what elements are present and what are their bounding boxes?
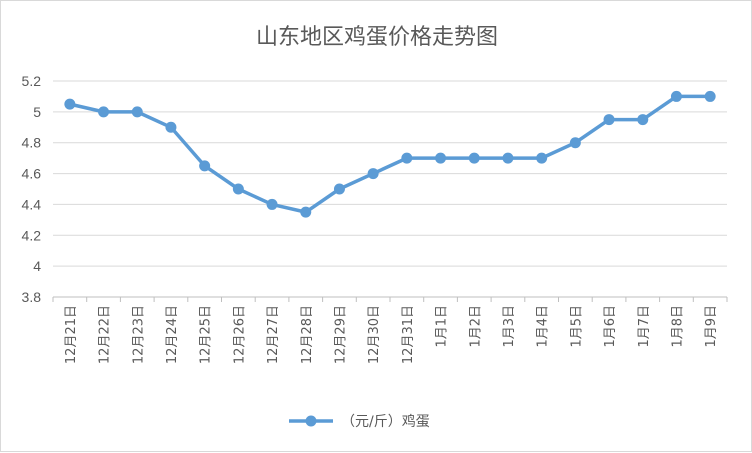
x-tick-label: 12月22日 bbox=[98, 305, 113, 364]
gridlines bbox=[53, 80, 727, 267]
data-point bbox=[64, 98, 76, 110]
x-tick-label: 12月30日 bbox=[367, 305, 382, 364]
series-line bbox=[69, 94, 711, 214]
data-point bbox=[536, 152, 548, 164]
y-tick-label: 4.8 bbox=[22, 135, 42, 151]
x-tick-label: 12月31日 bbox=[401, 305, 416, 364]
data-point bbox=[435, 152, 447, 164]
data-point bbox=[401, 152, 413, 164]
data-point bbox=[603, 114, 615, 126]
series-line-path bbox=[69, 94, 711, 214]
legend-label: （元/斤）鸡蛋 bbox=[341, 413, 430, 430]
x-tick-label: 1月8日 bbox=[670, 305, 685, 348]
x-tick-label: 12月27日 bbox=[266, 305, 281, 364]
y-axis-ticks: 3.8 4 4.2 4.4 4.6 4.8 5 5.2 bbox=[22, 73, 42, 305]
x-tick-label: 12月21日 bbox=[64, 305, 79, 364]
x-tick-label: 1月1日 bbox=[435, 305, 450, 348]
chart-title: 山东地区鸡蛋价格走势图 bbox=[256, 25, 498, 50]
x-tick-label: 1月6日 bbox=[603, 305, 618, 348]
data-point bbox=[232, 183, 244, 195]
data-point bbox=[165, 121, 177, 133]
x-tick-label: 12月26日 bbox=[232, 305, 247, 364]
x-tick-label: 1月3日 bbox=[502, 305, 517, 348]
data-point bbox=[266, 198, 278, 210]
y-tick-label: 4.4 bbox=[22, 196, 42, 212]
x-tick-label: 12月29日 bbox=[333, 305, 348, 364]
x-axis bbox=[52, 296, 728, 302]
data-point bbox=[502, 152, 514, 164]
x-tick-label: 12月28日 bbox=[300, 305, 315, 364]
x-tick-label: 1月5日 bbox=[569, 305, 584, 348]
x-tick-label: 12月23日 bbox=[131, 305, 146, 364]
x-tick-label: 12月24日 bbox=[165, 305, 180, 364]
x-tick-label: 1月2日 bbox=[468, 305, 483, 348]
x-tick-label: 1月9日 bbox=[704, 305, 719, 348]
data-point bbox=[637, 114, 649, 126]
x-axis-tick-labels: 12月21日 12月22日 12月23日 12月24日 12月25日 12月26日 12月2… bbox=[64, 305, 719, 364]
series-points bbox=[64, 90, 716, 218]
y-tick-label: 4 bbox=[33, 258, 41, 274]
data-point bbox=[367, 168, 379, 180]
x-tick-label: 1月7日 bbox=[637, 305, 652, 348]
data-point bbox=[300, 206, 312, 218]
y-tick-label: 5 bbox=[33, 104, 41, 120]
y-tick-label: 4.2 bbox=[22, 227, 42, 243]
data-point bbox=[670, 90, 682, 102]
legend: （元/斤）鸡蛋 bbox=[289, 413, 430, 430]
y-tick-label: 4.6 bbox=[22, 166, 42, 182]
data-point bbox=[468, 152, 480, 164]
y-tick-label: 3.8 bbox=[22, 289, 42, 305]
data-point bbox=[333, 183, 345, 195]
x-tick-label: 1月4日 bbox=[536, 305, 551, 348]
data-point bbox=[199, 160, 211, 172]
data-point bbox=[131, 106, 143, 118]
y-tick-label: 5.2 bbox=[22, 73, 42, 89]
data-point bbox=[704, 90, 716, 102]
legend-marker bbox=[305, 415, 317, 427]
data-point bbox=[569, 137, 581, 149]
data-point bbox=[98, 106, 110, 118]
x-tick-label: 12月25日 bbox=[199, 305, 214, 364]
